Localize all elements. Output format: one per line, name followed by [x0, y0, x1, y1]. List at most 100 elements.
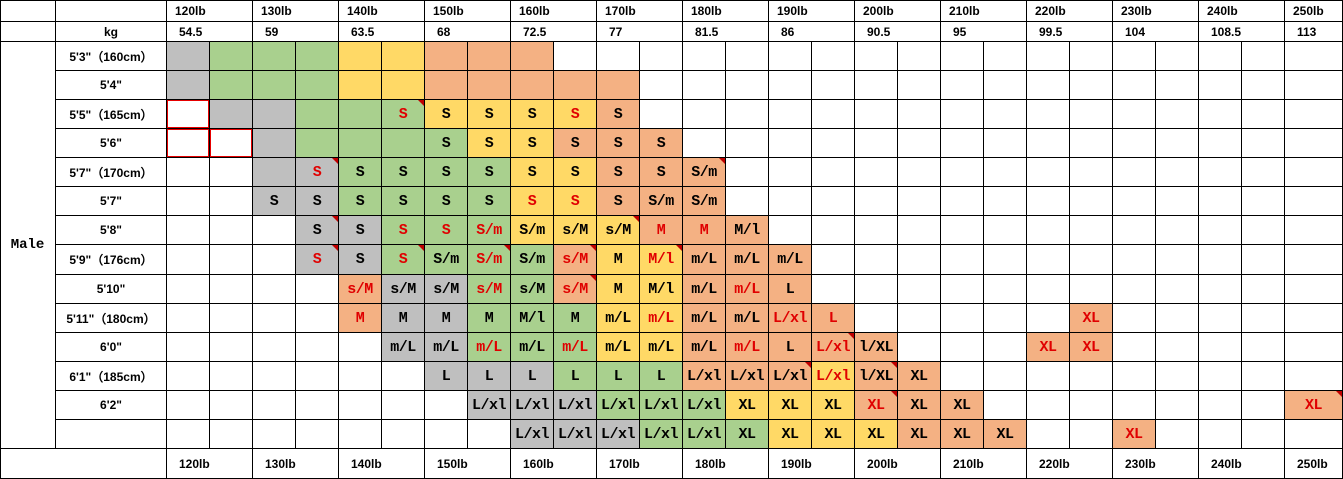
size-cell: m/L [554, 333, 597, 362]
size-cell [296, 71, 339, 100]
lb-footer: 130lb [253, 449, 339, 479]
size-cell: s/M [468, 275, 511, 304]
size-cell [1242, 42, 1285, 71]
size-cell [210, 100, 253, 129]
size-cell [941, 275, 984, 304]
size-cell [812, 216, 855, 245]
size-cell [1156, 158, 1199, 187]
size-cell [253, 391, 296, 420]
size-cell [210, 391, 253, 420]
size-cell [1285, 304, 1343, 333]
size-cell: l/XL [855, 362, 898, 391]
size-cell [855, 158, 898, 187]
size-cell [984, 275, 1027, 304]
size-cell [1113, 42, 1156, 71]
size-cell: L/xl [468, 391, 511, 420]
height-row-label: 5'5"（165cm） [56, 100, 167, 129]
size-cell [296, 275, 339, 304]
size-cell [1027, 420, 1070, 449]
size-cell [382, 129, 425, 158]
size-cell [683, 100, 726, 129]
height-row-label: 6'1"（185cm） [56, 362, 167, 391]
size-cell [339, 71, 382, 100]
size-cell: XL [1070, 333, 1113, 362]
size-cell [339, 42, 382, 71]
size-cell [1242, 275, 1285, 304]
size-cell: S [382, 245, 425, 275]
size-cell [984, 100, 1027, 129]
size-cell [1113, 158, 1156, 187]
size-cell [210, 304, 253, 333]
size-cell [210, 275, 253, 304]
size-cell [425, 71, 468, 100]
size-cell [1285, 216, 1343, 245]
kg-value: 81.5 [683, 22, 769, 42]
height-row-label: 5'6" [56, 129, 167, 158]
size-cell: m/L [726, 333, 769, 362]
size-cell [1113, 129, 1156, 158]
size-cell: m/L [640, 333, 683, 362]
size-cell: S [640, 129, 683, 158]
size-cell: m/L [468, 333, 511, 362]
corner-cell-lb-row [56, 0, 167, 22]
size-cell [253, 100, 296, 129]
size-cell: S [382, 100, 425, 129]
size-cell [984, 71, 1027, 100]
size-cell [296, 100, 339, 129]
size-cell [1242, 245, 1285, 275]
size-cell [769, 187, 812, 216]
size-cell [1285, 100, 1343, 129]
size-cell [1070, 245, 1113, 275]
size-cell [812, 129, 855, 158]
size-cell [210, 187, 253, 216]
size-cell [855, 42, 898, 71]
size-cell: S [253, 187, 296, 216]
size-cell [1156, 391, 1199, 420]
size-cell [1199, 71, 1242, 100]
lb-header: 220lb [1027, 0, 1113, 22]
size-cell [1156, 420, 1199, 449]
size-cell [769, 216, 812, 245]
size-cell [1113, 362, 1156, 391]
lb-footer: 180lb [683, 449, 769, 479]
size-cell: s/M [597, 216, 640, 245]
size-cell: S [468, 100, 511, 129]
size-cell: M [683, 216, 726, 245]
lb-footer: 120lb [167, 449, 253, 479]
size-cell [1113, 100, 1156, 129]
size-cell [683, 42, 726, 71]
size-cell [1242, 129, 1285, 158]
size-cell: S [511, 187, 554, 216]
height-row-label [56, 420, 167, 449]
size-cell [855, 100, 898, 129]
size-cell [640, 42, 683, 71]
lb-header: 120lb [167, 0, 253, 22]
kg-value: 68 [425, 22, 511, 42]
size-cell [898, 71, 941, 100]
lb-header: 190lb [769, 0, 855, 22]
size-cell: L/xl [511, 420, 554, 449]
size-cell: S [339, 216, 382, 245]
size-cell: XL [726, 420, 769, 449]
size-cell [1156, 275, 1199, 304]
size-cell [210, 42, 253, 71]
size-cell [1199, 245, 1242, 275]
lb-footer: 230lb [1113, 449, 1199, 479]
size-cell [941, 333, 984, 362]
size-cell: m/L [382, 333, 425, 362]
size-cell [296, 420, 339, 449]
size-cell [1070, 275, 1113, 304]
size-cell [812, 275, 855, 304]
size-cell [683, 71, 726, 100]
size-cell [1242, 216, 1285, 245]
height-row-label: 6'0" [56, 333, 167, 362]
height-row-label: 6'2" [56, 391, 167, 420]
size-cell [253, 71, 296, 100]
kg-value: 86 [769, 22, 855, 42]
size-cell [898, 216, 941, 245]
size-cell [1285, 245, 1343, 275]
kg-value: 63.5 [339, 22, 425, 42]
size-cell [167, 304, 210, 333]
size-cell [1242, 391, 1285, 420]
